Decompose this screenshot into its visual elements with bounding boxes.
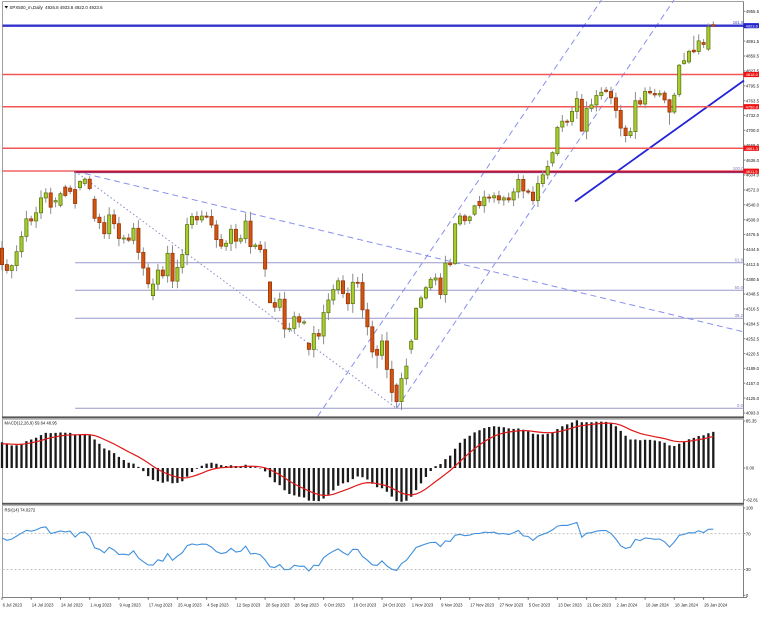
svg-text:28 Sep 2023: 28 Sep 2023 <box>295 602 319 607</box>
svg-text:4 Sep 2023: 4 Sep 2023 <box>207 602 229 607</box>
svg-text:SPX500_m,Daily 4926.8 4933.8: SPX500_m,Daily 4926.8 4933.8 4922.0 4923… <box>10 5 104 10</box>
svg-text:50.0: 50.0 <box>735 285 744 290</box>
svg-text:4220.5: 4220.5 <box>746 351 760 356</box>
svg-text:12 Sep 2023: 12 Sep 2023 <box>237 602 261 607</box>
svg-text:4412.5: 4412.5 <box>746 262 760 267</box>
svg-text:4763.5: 4763.5 <box>746 98 760 103</box>
svg-text:85.35: 85.35 <box>746 419 757 424</box>
svg-text:20 Sep 2023: 20 Sep 2023 <box>266 602 290 607</box>
svg-text:4508.0: 4508.0 <box>746 217 760 222</box>
svg-text:10 Jan 2024: 10 Jan 2024 <box>646 602 670 607</box>
svg-text:RSI(14) 74.0272: RSI(14) 74.0272 <box>5 507 36 512</box>
svg-text:4750.8: 4750.8 <box>746 104 759 109</box>
svg-text:0: 0 <box>746 593 749 598</box>
svg-text:4157.0: 4157.0 <box>746 381 760 386</box>
svg-text:14 Jul 2023: 14 Jul 2023 <box>32 602 54 607</box>
svg-text:4859.5: 4859.5 <box>746 54 760 59</box>
svg-text:MACD(12,26,9) 59.64 48.95: MACD(12,26,9) 59.64 48.95 <box>5 420 58 425</box>
svg-text:4476.5: 4476.5 <box>746 232 760 237</box>
svg-text:4955.5: 4955.5 <box>746 9 760 14</box>
svg-text:24 Oct 2023: 24 Oct 2023 <box>383 602 406 607</box>
svg-text:17 Nov 2023: 17 Nov 2023 <box>470 602 494 607</box>
svg-text:4923.6: 4923.6 <box>746 23 759 28</box>
svg-text:4125.0: 4125.0 <box>746 396 760 401</box>
svg-text:24 Jul 2023: 24 Jul 2023 <box>61 602 83 607</box>
svg-text:4380.5: 4380.5 <box>746 277 760 282</box>
svg-text:6 Oct 2023: 6 Oct 2023 <box>324 602 345 607</box>
svg-text:4252.5: 4252.5 <box>746 336 760 341</box>
svg-text:38.2: 38.2 <box>735 313 744 318</box>
svg-text:4611.9: 4611.9 <box>746 169 759 174</box>
svg-text:4284.5: 4284.5 <box>746 322 760 327</box>
svg-text:5 Dec 2023: 5 Dec 2023 <box>529 602 551 607</box>
svg-text:4891.5: 4891.5 <box>746 39 760 44</box>
svg-text:4316.5: 4316.5 <box>746 307 760 312</box>
svg-text:4818.0: 4818.0 <box>746 72 759 77</box>
svg-text:4189.0: 4189.0 <box>746 366 760 371</box>
svg-text:1 Aug 2023: 1 Aug 2023 <box>90 602 112 607</box>
svg-text:17 Aug 2023: 17 Aug 2023 <box>149 602 173 607</box>
svg-text:-62.81: -62.81 <box>746 498 759 503</box>
svg-text:13 Dec 2023: 13 Dec 2023 <box>558 602 582 607</box>
svg-text:4348.5: 4348.5 <box>746 292 760 297</box>
svg-text:4093.0: 4093.0 <box>746 411 760 416</box>
svg-text:25 Aug 2023: 25 Aug 2023 <box>178 602 202 607</box>
svg-text:18 Jan 2024: 18 Jan 2024 <box>675 602 699 607</box>
svg-text:4668.0: 4668.0 <box>746 143 760 148</box>
svg-text:1 Nov 2023: 1 Nov 2023 <box>412 602 434 607</box>
svg-text:4827.5: 4827.5 <box>746 69 760 74</box>
svg-text:4604.0: 4604.0 <box>746 173 760 178</box>
svg-text:4540.0: 4540.0 <box>746 203 760 208</box>
svg-text:161.8: 161.8 <box>733 20 744 25</box>
svg-text:21 Dec 2023: 21 Dec 2023 <box>587 602 611 607</box>
svg-text:30: 30 <box>746 567 751 572</box>
svg-text:70: 70 <box>746 531 751 536</box>
svg-text:4444.5: 4444.5 <box>746 247 760 252</box>
svg-text:2 Jan 2024: 2 Jan 2024 <box>617 602 638 607</box>
svg-text:4732.0: 4732.0 <box>746 113 760 118</box>
svg-text:0.0: 0.0 <box>737 403 744 408</box>
svg-text:26 Jan 2024: 26 Jan 2024 <box>704 602 728 607</box>
svg-text:4572.0: 4572.0 <box>746 188 760 193</box>
svg-text:100: 100 <box>746 506 754 511</box>
svg-text:9 Aug 2023: 9 Aug 2023 <box>120 602 142 607</box>
svg-text:4700.0: 4700.0 <box>746 128 760 133</box>
svg-text:0.00: 0.00 <box>746 466 755 471</box>
svg-text:9 Nov 2023: 9 Nov 2023 <box>441 602 463 607</box>
svg-text:4636.0: 4636.0 <box>746 158 760 163</box>
svg-text:61.8: 61.8 <box>735 258 744 263</box>
svg-text:16 Oct 2023: 16 Oct 2023 <box>353 602 376 607</box>
svg-text:4661.3: 4661.3 <box>746 146 759 151</box>
svg-text:6 Jul 2023: 6 Jul 2023 <box>3 602 23 607</box>
svg-text:4795.5: 4795.5 <box>746 84 760 89</box>
svg-text:27 Nov 2023: 27 Nov 2023 <box>500 602 524 607</box>
svg-text:100.0: 100.0 <box>733 166 744 171</box>
